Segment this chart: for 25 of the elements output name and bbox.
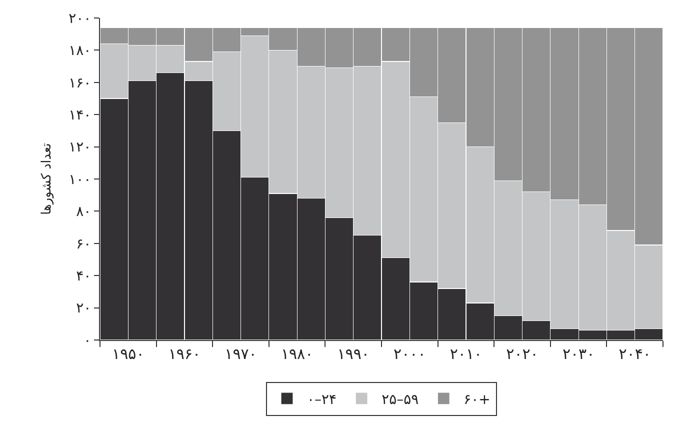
y-tick-label: ۲۰ xyxy=(76,300,92,317)
x-tick-label: ۱۹۸۰ xyxy=(280,345,314,363)
legend-label: ۰–۲۴ xyxy=(307,392,337,408)
x-tick-label: ۲۰۱۰ xyxy=(450,345,482,363)
y-tick-label: ۱۰۰ xyxy=(68,172,92,188)
y-axis-title: تعداد کشورها xyxy=(40,142,55,215)
y-tick-label: ۱۲۰ xyxy=(68,140,92,156)
x-tick-label: ۲۰۰۰ xyxy=(394,345,426,363)
x-tick-label: ۱۹۷۰ xyxy=(224,345,257,363)
x-tick-label: ۲۰۳۰ xyxy=(562,345,595,363)
y-tick-label: ۱۶۰ xyxy=(68,75,92,92)
y-tick-label: ۴۰ xyxy=(76,268,92,284)
y-tick-label: ۱۸۰ xyxy=(68,43,92,60)
legend-label: ۶۰+ xyxy=(464,392,490,408)
legend-label: ۲۵–۵۹ xyxy=(382,392,419,408)
x-tick-label: ۲۰۲۰ xyxy=(506,345,538,363)
y-tick-label: ۸۰ xyxy=(76,204,92,220)
x-tick-label: ۱۹۶۰ xyxy=(168,345,201,363)
y-tick-label: ۶۰ xyxy=(76,236,92,252)
y-tick-label: ۲۰۰ xyxy=(68,10,92,27)
x-tick-label: ۱۹۵۰ xyxy=(112,345,144,363)
x-tick-label: ۲۰۴۰ xyxy=(618,345,651,363)
x-tick-label: ۱۹۹۰ xyxy=(337,345,370,363)
y-tick-label: ۰ xyxy=(84,332,92,349)
y-tick-label: ۱۴۰ xyxy=(68,108,92,124)
